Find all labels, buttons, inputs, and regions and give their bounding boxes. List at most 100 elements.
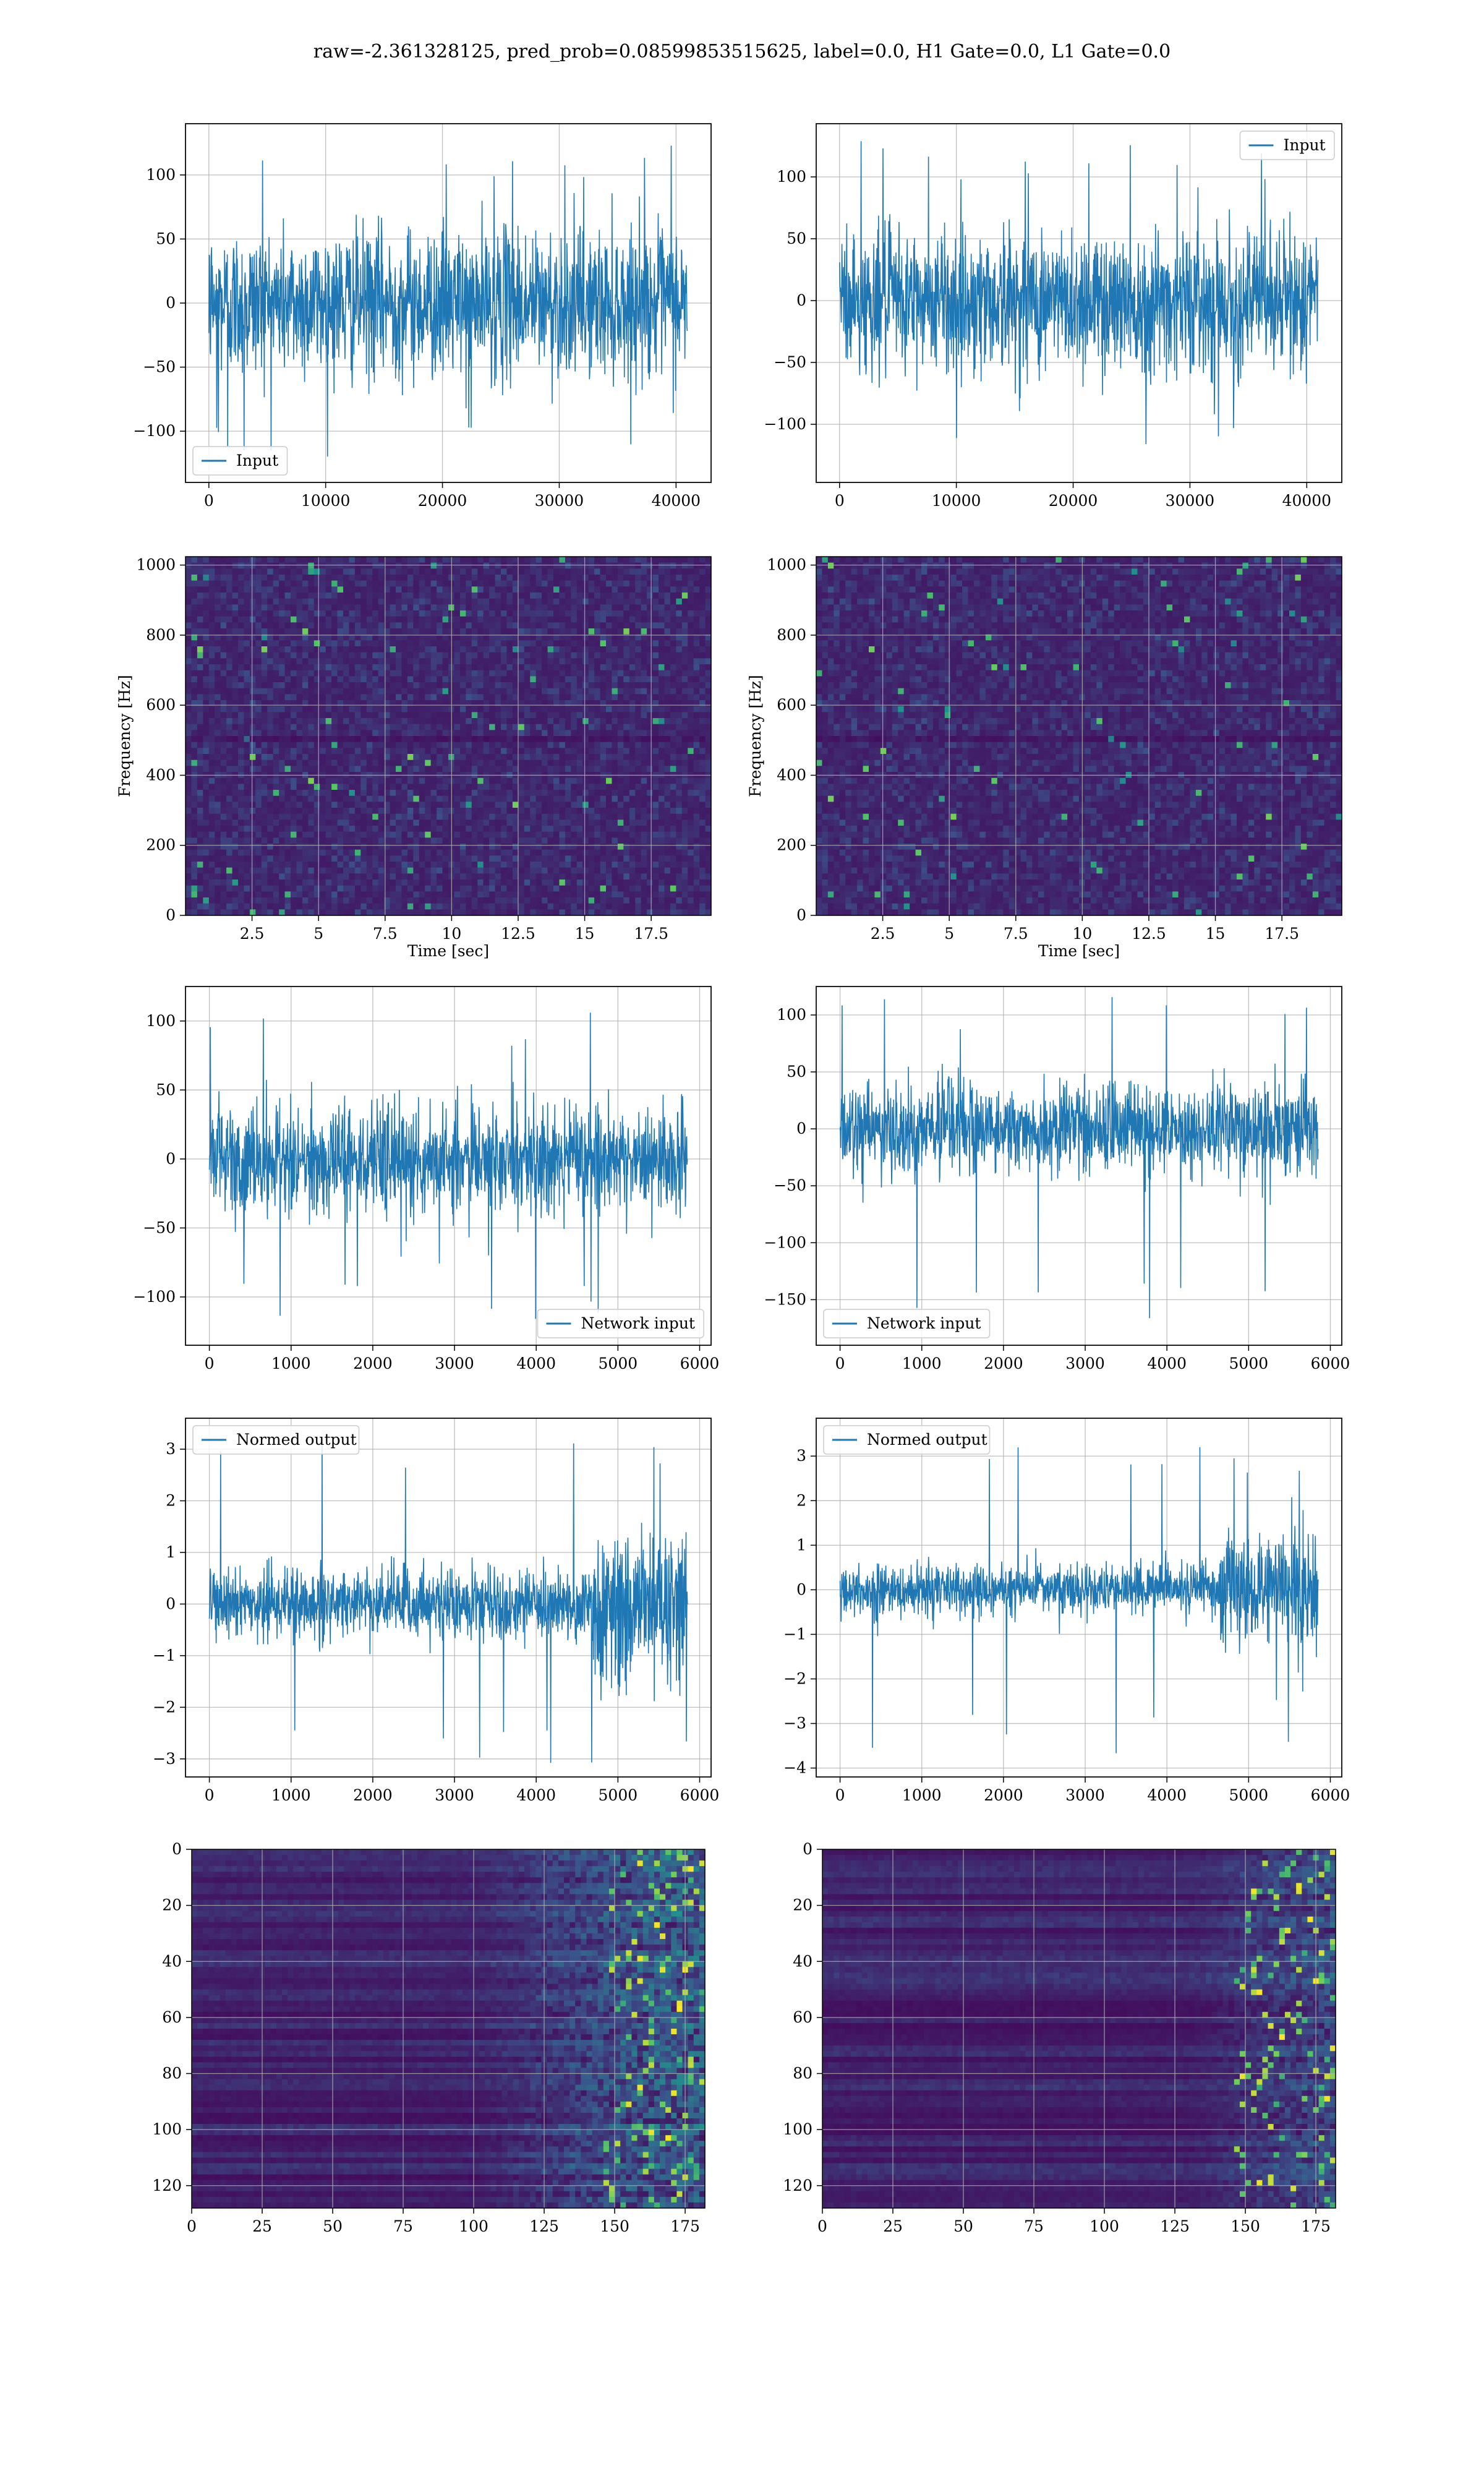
spectrogram-cell	[349, 688, 355, 695]
spectrogram-cell	[694, 658, 700, 664]
spectrogram-cell	[419, 760, 425, 766]
spectrogram-cell	[255, 855, 262, 862]
spectrogram-cell	[291, 736, 297, 742]
spectrogram-cell	[582, 814, 589, 820]
spectrogram-cell	[623, 622, 629, 628]
spectrogram-cell	[413, 724, 419, 730]
spectrogram-cell	[460, 850, 466, 856]
spectrogram-cell	[536, 593, 542, 599]
spectrogram-cell	[215, 658, 221, 664]
spectrogram-cell	[232, 694, 239, 700]
spectrogram-cell	[454, 778, 460, 784]
spectrogram-cell	[215, 640, 221, 646]
spectrogram-cell	[326, 563, 332, 569]
spectrogram-cell	[331, 658, 338, 664]
spectrogram-cell	[419, 682, 425, 688]
spectrogram-cell	[612, 604, 618, 610]
spectrogram-cell	[267, 610, 273, 617]
spectrogram-cell	[495, 593, 501, 599]
spectrogram-cell	[431, 563, 437, 569]
spectrogram-cell	[221, 718, 227, 724]
spectrogram-cell	[536, 694, 542, 700]
spectrogram-cell	[489, 599, 495, 605]
spectrogram-cell	[326, 873, 332, 880]
spectrogram-cell	[285, 742, 291, 748]
spectrogram-cell	[215, 688, 221, 695]
spectrogram-cell	[641, 646, 647, 653]
spectrogram-cell	[401, 820, 407, 826]
spectrogram-cell	[484, 557, 490, 563]
spectrogram-cell	[197, 676, 203, 682]
spectrogram-cell	[367, 706, 373, 713]
spectrogram-cell	[606, 754, 612, 760]
spectrogram-cell	[215, 820, 221, 826]
spectrogram-cell	[612, 664, 618, 670]
spectrogram-cell	[647, 640, 653, 646]
spectrogram-cell	[629, 826, 636, 832]
spectrogram-cell	[407, 880, 414, 886]
spectrogram-cell	[477, 754, 484, 760]
spectrogram-cell	[378, 646, 385, 653]
spectrogram-cell	[553, 593, 560, 599]
spectrogram-cell	[250, 593, 256, 599]
spectrogram-cell	[360, 563, 367, 569]
spectrogram-cell	[530, 646, 536, 653]
spectrogram-cell	[262, 646, 268, 653]
spectrogram-cell	[355, 844, 361, 850]
spectrogram-cell	[524, 640, 531, 646]
spectrogram-cell	[401, 736, 407, 742]
spectrogram-cell	[565, 778, 571, 784]
spectrogram-cell	[565, 850, 571, 856]
spectrogram-cell	[302, 850, 309, 856]
spectrogram-cell	[407, 617, 414, 623]
spectrogram-cell	[600, 688, 607, 695]
spectrogram-cell	[559, 855, 565, 862]
spectrogram-cell	[594, 575, 600, 581]
spectrogram-cell	[349, 694, 355, 700]
spectrogram-cell	[291, 790, 297, 796]
spectrogram-cell	[571, 664, 577, 670]
spectrogram-cell	[378, 640, 385, 646]
spectrogram-cell	[250, 826, 256, 832]
spectrogram-cell	[407, 844, 414, 850]
spectrogram-cell	[659, 736, 665, 742]
spectrogram-cell	[279, 682, 285, 688]
spectrogram-cell	[244, 670, 250, 677]
spectrogram-cell	[186, 676, 192, 682]
spectrogram-cell	[355, 784, 361, 790]
spectrogram-cell	[501, 873, 507, 880]
spectrogram-cell	[553, 826, 560, 832]
spectrogram-cell	[664, 855, 670, 862]
spectrogram-cell	[343, 599, 349, 605]
spectrogram-cell	[629, 724, 636, 730]
spectrogram-cell	[635, 670, 641, 677]
spectrogram-cell	[314, 718, 320, 724]
spectrogram-cell	[372, 873, 378, 880]
spectrogram-cell	[360, 706, 367, 713]
spectrogram-cell	[431, 646, 437, 653]
spectrogram-cell	[518, 814, 524, 820]
spectrogram-cell	[191, 718, 197, 724]
spectrogram-cell	[623, 575, 629, 581]
spectrogram-cell	[203, 778, 209, 784]
spectrogram-cell	[618, 718, 624, 724]
spectrogram-cell	[431, 826, 437, 832]
spectrogram-cell	[530, 712, 536, 718]
spectrogram-cell	[372, 676, 378, 682]
spectrogram-cell	[466, 790, 472, 796]
spectrogram-cell	[618, 855, 624, 862]
spectrogram-cell	[676, 796, 682, 802]
spectrogram-cell	[209, 670, 215, 677]
spectrogram-cell	[694, 568, 700, 575]
spectrogram-cell	[582, 694, 589, 700]
spectrogram-cell	[326, 844, 332, 850]
spectrogram-cell	[338, 820, 344, 826]
spectrogram-cell	[360, 581, 367, 587]
spectrogram-cell	[279, 802, 285, 808]
spectrogram-cell	[653, 837, 659, 844]
spectrogram-cell	[653, 754, 659, 760]
spectrogram-cell	[390, 617, 396, 623]
spectrogram-cell	[472, 688, 478, 695]
spectrogram-cell	[501, 557, 507, 563]
spectrogram-cell	[577, 742, 583, 748]
